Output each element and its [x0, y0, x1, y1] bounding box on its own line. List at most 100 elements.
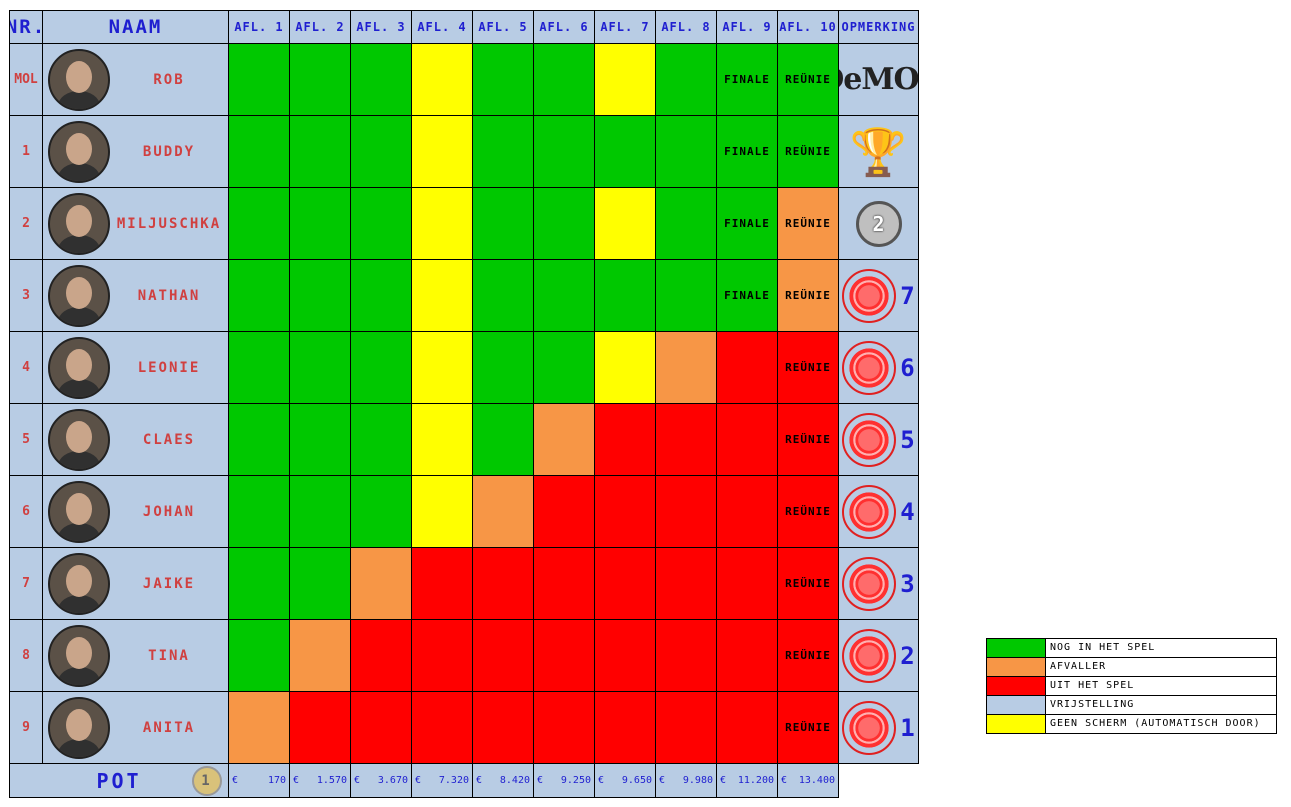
pot-label-text: POT: [96, 768, 142, 793]
status-cell: REÜNIE: [777, 259, 839, 332]
status-cell: [472, 259, 534, 332]
status-cell: [289, 619, 351, 692]
row-number: 3: [9, 259, 43, 332]
status-cell: [228, 331, 290, 404]
remark-cell: DeMOL: [838, 43, 919, 116]
contestant-name: MILJUSCHKA: [116, 215, 222, 232]
remark-cell: 4: [838, 475, 919, 548]
status-cell: FINALE: [716, 43, 778, 116]
status-cell: [289, 187, 351, 260]
legend-label: UIT HET SPEL: [1050, 680, 1135, 691]
currency-symbol: €: [537, 775, 544, 786]
status-cell: [411, 259, 473, 332]
status-cell: [350, 43, 412, 116]
status-label: REÜNIE: [785, 577, 831, 590]
status-cell: [472, 691, 534, 764]
contestant-cell: LEONIE: [42, 331, 229, 404]
header-episode-2: AFL. 2: [289, 10, 351, 44]
row-number: 7: [9, 547, 43, 620]
status-cell: [594, 43, 656, 116]
pot-value: €8.420: [472, 763, 534, 798]
contestant-cell: JAIKE: [42, 547, 229, 620]
status-cell: REÜNIE: [777, 115, 839, 188]
status-cell: FINALE: [716, 259, 778, 332]
status-cell: [411, 691, 473, 764]
status-cell: [350, 547, 412, 620]
status-cell: [472, 331, 534, 404]
contestant-name: CLAES: [142, 431, 196, 448]
status-cell: [655, 331, 717, 404]
fingerprint-icon: [842, 268, 897, 323]
remark-cell: 6: [838, 331, 919, 404]
currency-symbol: €: [415, 775, 422, 786]
status-cell: [289, 331, 351, 404]
status-label: REÜNIE: [785, 361, 831, 374]
contestant-avatar: [48, 120, 110, 183]
elimination-rank: 3: [900, 569, 915, 598]
row-number: 2: [9, 187, 43, 260]
status-cell: [411, 115, 473, 188]
contestant-cell: TINA: [42, 619, 229, 692]
status-cell: FINALE: [716, 115, 778, 188]
status-cell: [716, 475, 778, 548]
remark-cell: 🏆: [838, 115, 919, 188]
pot-value: €9.250: [533, 763, 595, 798]
status-label: REÜNIE: [785, 73, 831, 86]
contestant-avatar: [48, 552, 110, 615]
status-cell: [594, 259, 656, 332]
de-mol-logo: DeMOL: [839, 62, 919, 97]
legend-label: NOG IN HET SPEL: [1050, 642, 1156, 653]
contestant-avatar: [48, 336, 110, 399]
currency-symbol: €: [293, 775, 300, 786]
status-label: FINALE: [724, 289, 770, 302]
fingerprint-icon: [842, 628, 897, 683]
remark-cell: 2: [838, 187, 919, 260]
status-cell: [289, 259, 351, 332]
status-cell: [533, 403, 595, 476]
status-label: FINALE: [724, 217, 770, 230]
status-cell: [716, 691, 778, 764]
remark-cell: 1: [838, 691, 919, 764]
status-cell: [350, 187, 412, 260]
header-episode-6: AFL. 6: [533, 10, 595, 44]
contestant-avatar: [48, 264, 110, 327]
status-cell: [350, 475, 412, 548]
pot-amount: 9.250: [560, 775, 591, 786]
status-cell: [716, 619, 778, 692]
status-label: REÜNIE: [785, 433, 831, 446]
elimination-rank: 4: [900, 497, 915, 526]
status-cell: [716, 547, 778, 620]
currency-symbol: €: [476, 775, 483, 786]
pot-amount: 1.570: [316, 775, 347, 786]
contestant-cell: MILJUSCHKA: [42, 187, 229, 260]
pot-amount: 7.320: [438, 775, 469, 786]
elimination-rank: 1: [900, 713, 915, 742]
contestant-cell: NATHAN: [42, 259, 229, 332]
pot-value: €3.670: [350, 763, 412, 798]
header-episode-4: AFL. 4: [411, 10, 473, 44]
status-label: REÜNIE: [785, 217, 831, 230]
contestant-name: TINA: [148, 647, 190, 664]
status-cell: [533, 619, 595, 692]
status-cell: [655, 187, 717, 260]
legend-label: AFVALLER: [1050, 661, 1107, 672]
legend-item: NOG IN HET SPEL: [986, 638, 1277, 658]
remark-cell: 7: [838, 259, 919, 332]
row-number: MOL: [9, 43, 43, 116]
header-episode-3: AFL. 3: [350, 10, 412, 44]
status-cell: REÜNIE: [777, 475, 839, 548]
contestant-avatar: [48, 192, 110, 255]
status-cell: REÜNIE: [777, 187, 839, 260]
pot-value: €7.320: [411, 763, 473, 798]
pot-amount: 8.420: [499, 775, 530, 786]
row-number: 1: [9, 115, 43, 188]
legend-item: VRIJSTELLING: [986, 695, 1277, 715]
elimination-table: NR. NAAM AFL. 1 AFL. 2 AFL. 3 AFL. 4 AFL…: [9, 10, 929, 804]
header-episode-7: AFL. 7: [594, 10, 656, 44]
status-cell: [350, 331, 412, 404]
status-cell: [228, 43, 290, 116]
row-number: 6: [9, 475, 43, 548]
contestant-cell: JOHAN: [42, 475, 229, 548]
status-cell: [472, 43, 534, 116]
pot-amount: 13.400: [798, 775, 835, 786]
